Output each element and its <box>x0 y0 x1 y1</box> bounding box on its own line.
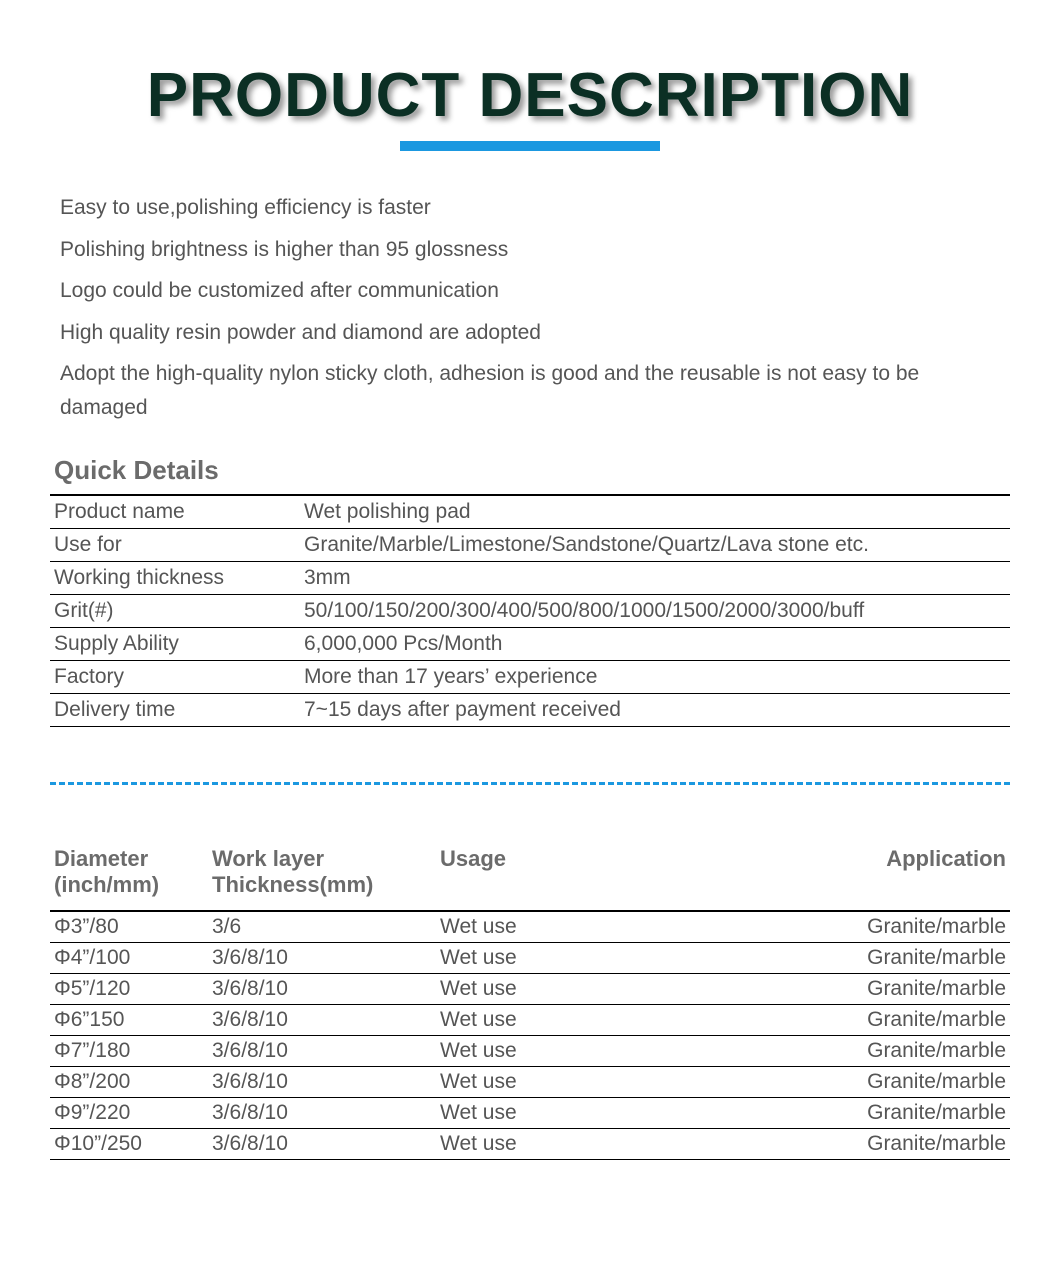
specs-cell-usage: Wet use <box>436 1035 822 1066</box>
specs-header-row: Diameter (inch/mm) Work layer Thickness(… <box>50 840 1010 911</box>
quick-details-label: Working thickness <box>50 561 300 594</box>
specs-cell-thickness: 3/6/8/10 <box>208 1035 436 1066</box>
quick-details-value: 3mm <box>300 561 1010 594</box>
specs-row: Φ8”/2003/6/8/10Wet useGranite/marble <box>50 1066 1010 1097</box>
specs-header-application: Application <box>822 840 1010 911</box>
specs-cell-usage: Wet use <box>436 911 822 943</box>
specs-cell-application: Granite/marble <box>822 942 1010 973</box>
title-block: PRODUCT DESCRIPTION <box>50 60 1010 151</box>
specs-row: Φ9”/2203/6/8/10Wet useGranite/marble <box>50 1097 1010 1128</box>
specs-cell-thickness: 3/6/8/10 <box>208 1004 436 1035</box>
quick-details-row: Working thickness3mm <box>50 561 1010 594</box>
specs-cell-application: Granite/marble <box>822 973 1010 1004</box>
specs-table: Diameter (inch/mm) Work layer Thickness(… <box>50 840 1010 1160</box>
specs-cell-thickness: 3/6/8/10 <box>208 942 436 973</box>
quick-details-row: Delivery time7~15 days after payment rec… <box>50 693 1010 726</box>
specs-cell-usage: Wet use <box>436 1097 822 1128</box>
quick-details-row: FactoryMore than 17 years’ experience <box>50 660 1010 693</box>
specs-cell-application: Granite/marble <box>822 1066 1010 1097</box>
quick-details-value: 50/100/150/200/300/400/500/800/1000/1500… <box>300 594 1010 627</box>
specs-cell-usage: Wet use <box>436 1066 822 1097</box>
specs-cell-thickness: 3/6/8/10 <box>208 1128 436 1159</box>
feature-bullets: Easy to use,polishing efficiency is fast… <box>60 191 1010 425</box>
specs-cell-usage: Wet use <box>436 942 822 973</box>
page-title: PRODUCT DESCRIPTION <box>50 60 1010 131</box>
specs-cell-usage: Wet use <box>436 1004 822 1035</box>
feature-bullet: Polishing brightness is higher than 95 g… <box>60 233 1010 267</box>
quick-details-label: Supply Ability <box>50 627 300 660</box>
specs-row: Φ7”/1803/6/8/10Wet useGranite/marble <box>50 1035 1010 1066</box>
quick-details-value: Granite/Marble/Limestone/Sandstone/Quart… <box>300 528 1010 561</box>
specs-cell-application: Granite/marble <box>822 1097 1010 1128</box>
title-underline <box>400 141 660 151</box>
quick-details-row: Grit(#)50/100/150/200/300/400/500/800/10… <box>50 594 1010 627</box>
quick-details-row: Supply Ability6,000,000 Pcs/Month <box>50 627 1010 660</box>
feature-bullet: Easy to use,polishing efficiency is fast… <box>60 191 1010 225</box>
specs-cell-usage: Wet use <box>436 973 822 1004</box>
quick-details-label: Factory <box>50 660 300 693</box>
specs-cell-diameter: Φ7”/180 <box>50 1035 208 1066</box>
quick-details-value: Wet polishing pad <box>300 495 1010 529</box>
specs-row: Φ10”/2503/6/8/10Wet useGranite/marble <box>50 1128 1010 1159</box>
specs-cell-thickness: 3/6/8/10 <box>208 1066 436 1097</box>
specs-header-diameter: Diameter (inch/mm) <box>50 840 208 911</box>
dashed-divider <box>50 782 1010 785</box>
quick-details-label: Delivery time <box>50 693 300 726</box>
specs-cell-application: Granite/marble <box>822 1035 1010 1066</box>
specs-cell-diameter: Φ3”/80 <box>50 911 208 943</box>
feature-bullet: High quality resin powder and diamond ar… <box>60 316 1010 350</box>
specs-cell-diameter: Φ5”/120 <box>50 973 208 1004</box>
feature-bullet: Adopt the high-quality nylon sticky clot… <box>60 357 1010 424</box>
specs-cell-application: Granite/marble <box>822 1004 1010 1035</box>
specs-cell-diameter: Φ4”/100 <box>50 942 208 973</box>
specs-cell-diameter: Φ6”150 <box>50 1004 208 1035</box>
specs-cell-diameter: Φ10”/250 <box>50 1128 208 1159</box>
product-description-page: PRODUCT DESCRIPTION Easy to use,polishin… <box>0 0 1060 1240</box>
specs-cell-diameter: Φ8”/200 <box>50 1066 208 1097</box>
specs-cell-application: Granite/marble <box>822 1128 1010 1159</box>
specs-cell-thickness: 3/6 <box>208 911 436 943</box>
quick-details-label: Use for <box>50 528 300 561</box>
specs-cell-thickness: 3/6/8/10 <box>208 1097 436 1128</box>
quick-details-label: Grit(#) <box>50 594 300 627</box>
quick-details-label: Product name <box>50 495 300 529</box>
quick-details-value: More than 17 years’ experience <box>300 660 1010 693</box>
specs-row: Φ6”1503/6/8/10Wet useGranite/marble <box>50 1004 1010 1035</box>
specs-cell-application: Granite/marble <box>822 911 1010 943</box>
quick-details-value: 6,000,000 Pcs/Month <box>300 627 1010 660</box>
quick-details-row: Product nameWet polishing pad <box>50 495 1010 529</box>
quick-details-heading: Quick Details <box>54 455 1010 486</box>
quick-details-row: Use forGranite/Marble/Limestone/Sandston… <box>50 528 1010 561</box>
specs-cell-thickness: 3/6/8/10 <box>208 973 436 1004</box>
quick-details-value: 7~15 days after payment received <box>300 693 1010 726</box>
specs-row: Φ4”/1003/6/8/10Wet useGranite/marble <box>50 942 1010 973</box>
specs-row: Φ3”/803/6Wet useGranite/marble <box>50 911 1010 943</box>
feature-bullet: Logo could be customized after communica… <box>60 274 1010 308</box>
quick-details-table: Product nameWet polishing padUse forGran… <box>50 494 1010 727</box>
specs-cell-diameter: Φ9”/220 <box>50 1097 208 1128</box>
specs-header-usage: Usage <box>436 840 822 911</box>
specs-cell-usage: Wet use <box>436 1128 822 1159</box>
specs-header-thickness: Work layer Thickness(mm) <box>208 840 436 911</box>
specs-row: Φ5”/1203/6/8/10Wet useGranite/marble <box>50 973 1010 1004</box>
